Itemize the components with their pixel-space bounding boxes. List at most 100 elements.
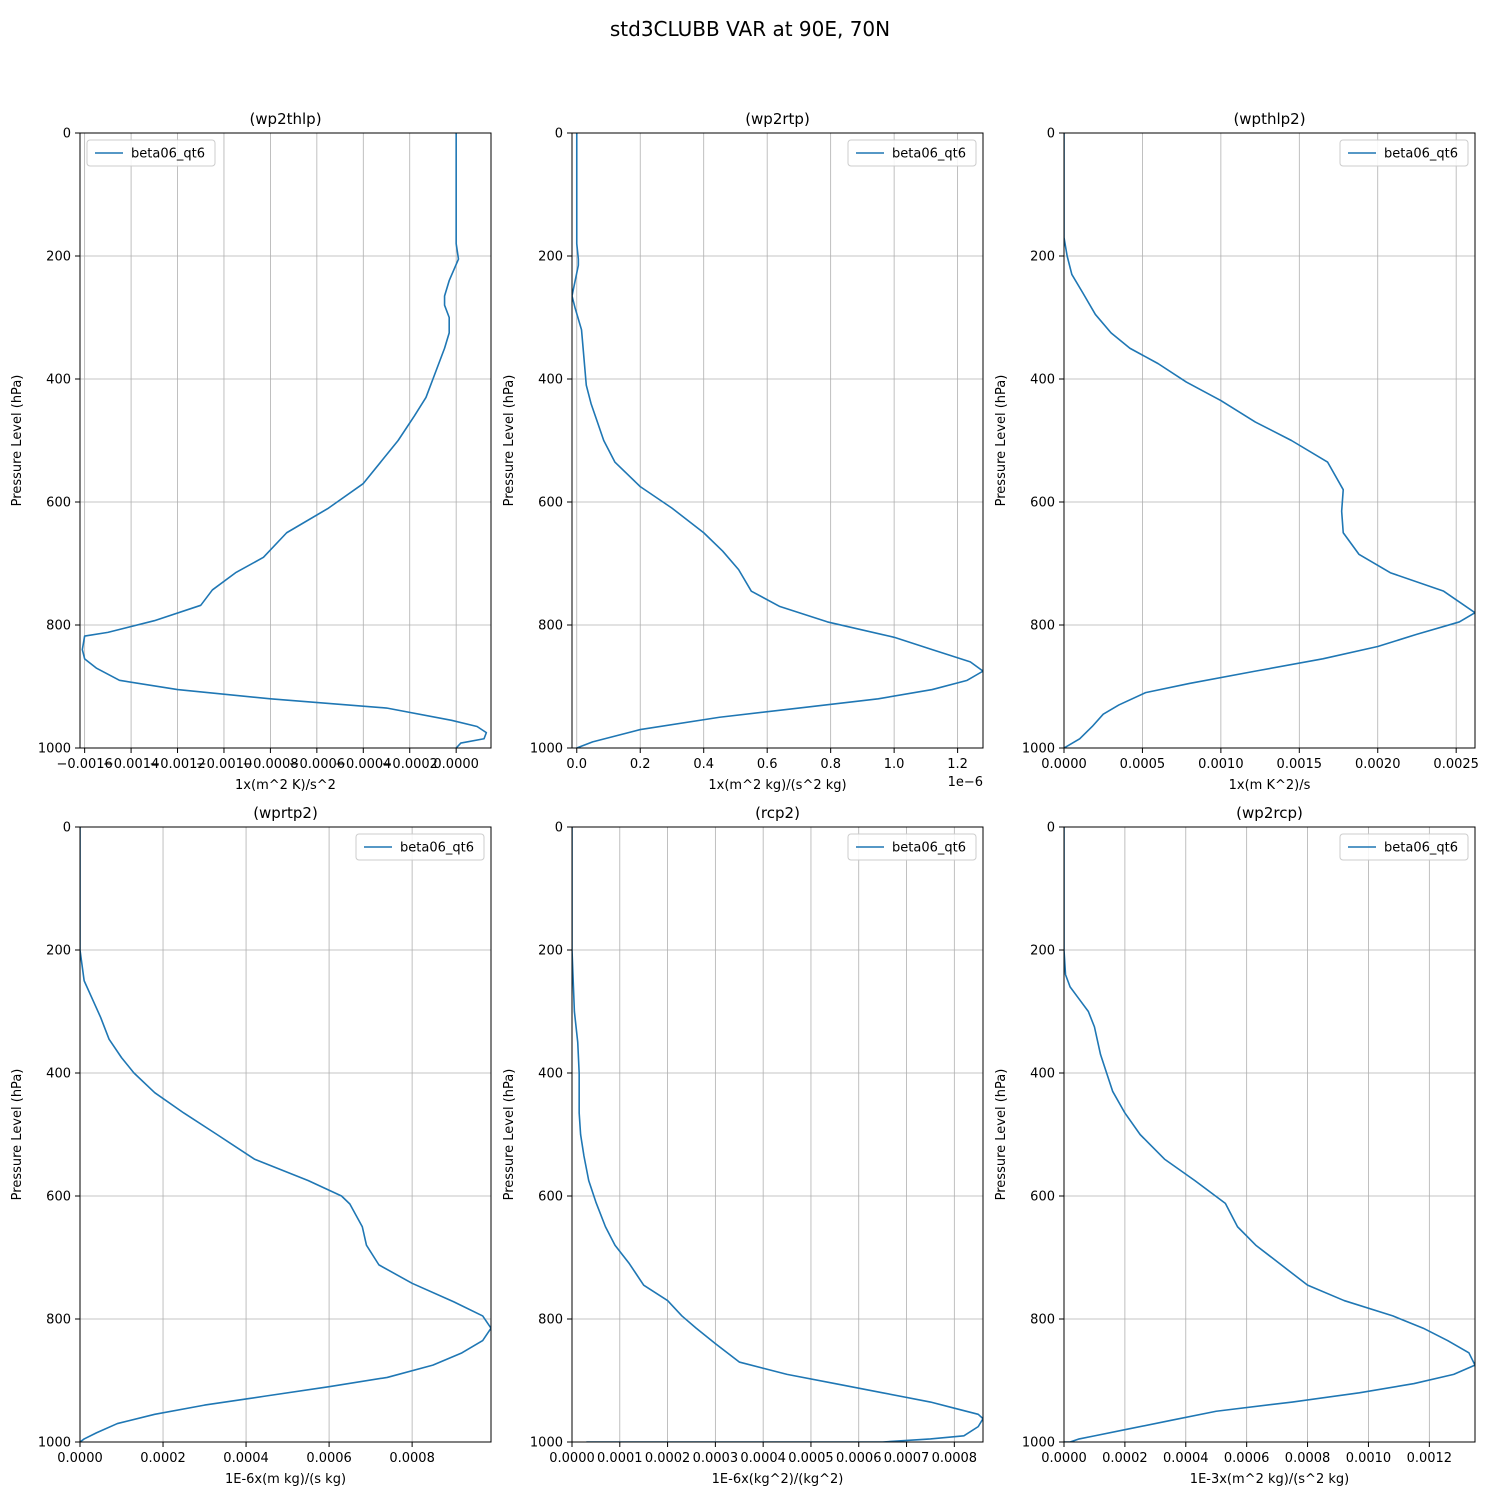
x-tick-label: 0.0004: [223, 1451, 269, 1466]
x-axis-label: 1E-6x(m kg)/(s kg): [225, 1472, 346, 1487]
y-tick-label: 1000: [38, 742, 71, 757]
x-offset-text: 1e−6: [948, 775, 983, 790]
x-tick-label: 0.0002: [140, 1451, 186, 1466]
y-tick-label: 0: [555, 821, 563, 836]
x-tick-label: 0.0005: [788, 1451, 834, 1466]
y-tick-label: 1000: [1022, 742, 1055, 757]
legend-label: beta06_qt6: [1384, 147, 1458, 162]
x-axis-label: 1E-3x(m^2 kg)/(s^2 kg): [1190, 1472, 1349, 1487]
y-tick-label: 600: [46, 1190, 71, 1205]
x-tick-label: 1.0: [884, 757, 905, 772]
series-line-beta06_qt6: [1064, 827, 1475, 1442]
y-tick-label: 400: [1030, 373, 1055, 388]
y-tick-label: 800: [46, 619, 71, 634]
y-tick-label: 0: [1047, 821, 1055, 836]
x-tick-label: −0.0012: [149, 757, 205, 772]
y-tick-label: 800: [538, 619, 563, 634]
legend: beta06_qt6: [86, 139, 216, 167]
y-tick-label: 200: [538, 944, 563, 959]
legend-label: beta06_qt6: [131, 147, 205, 162]
x-axis-label: 1E-6x(kg^2)/(kg^2): [712, 1472, 844, 1487]
y-tick-label: 1000: [1022, 1436, 1055, 1451]
legend-box: [1339, 833, 1469, 861]
subplot-grid: −0.0016−0.0014−0.0012−0.0010−0.0008−0.00…: [10, 110, 1479, 1487]
series-line-beta06_qt6: [81, 133, 488, 748]
y-tick-label: 800: [1030, 1313, 1055, 1328]
y-tick-label: 400: [46, 1067, 71, 1082]
x-tick-label: 0.0004: [740, 1451, 786, 1466]
x-tick-label: 0.0007: [884, 1451, 930, 1466]
x-tick-label: −0.0010: [196, 757, 252, 772]
x-tick-label: 0.4: [693, 757, 714, 772]
x-tick-label: 0.0: [566, 757, 587, 772]
y-axis-label: Pressure Level (hPa): [10, 1069, 25, 1201]
x-tick-label: 0.0001: [597, 1451, 643, 1466]
subplot-1: −0.0016−0.0014−0.0012−0.0010−0.0008−0.00…: [10, 110, 492, 793]
y-tick-label: 600: [538, 496, 563, 511]
subplot-title: (wp2thlp): [249, 110, 321, 128]
x-tick-label: 0.0010: [1346, 1451, 1392, 1466]
subplot-title: (wprtp2): [253, 804, 318, 822]
y-tick-label: 1000: [38, 1436, 71, 1451]
x-tick-label: 1.2: [947, 757, 968, 772]
y-tick-label: 400: [538, 1067, 563, 1082]
x-tick-label: −0.0014: [103, 757, 159, 772]
x-tick-label: 0.0025: [1433, 757, 1479, 772]
y-tick-label: 600: [1030, 1190, 1055, 1205]
y-tick-label: 1000: [530, 742, 563, 757]
subplot-4: 0.0000 0.0002 0.0004 0.0006 0.0008 0 200 400 600…: [10, 804, 492, 1487]
subplot-title: (wp2rtp): [745, 110, 810, 128]
series-line-beta06_qt6: [572, 133, 983, 748]
x-tick-label: 0.8: [820, 757, 841, 772]
y-axis-label: Pressure Level (hPa): [502, 1069, 517, 1201]
x-tick-label: 0.0015: [1277, 757, 1323, 772]
y-tick-label: 200: [46, 250, 71, 265]
subplot-3: 0.0000 0.0005 0.0010 0.0015 0.0020 0.0025 0 200…: [994, 110, 1479, 793]
y-axis-label: Pressure Level (hPa): [502, 375, 517, 507]
x-tick-label: −0.0006: [289, 757, 345, 772]
plot-frame: [1063, 132, 1476, 749]
x-tick-label: −0.0016: [56, 757, 112, 772]
x-tick-label: 0.6: [757, 757, 778, 772]
subplot-title: (wp2rcp): [1236, 804, 1303, 822]
legend: beta06_qt6: [1339, 139, 1469, 167]
subplot-2: 0.0 0.2 0.4 0.6 0.8 1.0 1.2 0 200 400 600 800 1000 1e…: [502, 110, 984, 793]
plot-frame: [571, 132, 984, 749]
y-tick-label: 0: [555, 127, 563, 142]
x-axis-label: 1x(m^2 K)/s^2: [235, 778, 336, 793]
y-axis-label: Pressure Level (hPa): [10, 375, 25, 507]
y-tick-label: 200: [1030, 944, 1055, 959]
y-tick-label: 0: [63, 821, 71, 836]
y-tick-label: 1000: [530, 1436, 563, 1451]
series-line-beta06_qt6: [572, 827, 983, 1442]
x-tick-label: −0.0008: [242, 757, 298, 772]
y-tick-label: 800: [538, 1313, 563, 1328]
subplot-5: 0.0000 0.0001 0.0002 0.0003 0.0004 0.0005 0.00…: [502, 804, 984, 1487]
y-tick-label: 200: [1030, 250, 1055, 265]
legend: beta06_qt6: [847, 833, 977, 861]
x-tick-label: 0.0000: [57, 1451, 103, 1466]
legend-box: [847, 139, 977, 167]
legend: beta06_qt6: [355, 833, 485, 861]
x-tick-label: 0.0006: [306, 1451, 352, 1466]
x-tick-label: −0.0002: [382, 757, 438, 772]
plot-frame: [1063, 826, 1476, 1443]
x-tick-label: 0.0008: [1285, 1451, 1331, 1466]
legend-box: [86, 139, 216, 167]
subplot-title: (wpthlp2): [1233, 110, 1305, 128]
x-tick-label: 0.0020: [1355, 757, 1401, 772]
x-tick-label: −0.0004: [335, 757, 391, 772]
figure-title: std3CLUBB VAR at 90E, 70N: [610, 17, 890, 41]
legend-label: beta06_qt6: [892, 147, 966, 162]
x-tick-label: 0.0002: [645, 1451, 691, 1466]
subplot-title: (rcp2): [755, 804, 800, 822]
legend-label: beta06_qt6: [1384, 841, 1458, 856]
x-tick-label: 0.0005: [1120, 757, 1166, 772]
y-tick-label: 400: [538, 373, 563, 388]
y-tick-label: 400: [46, 373, 71, 388]
x-tick-label: 0.2: [630, 757, 651, 772]
series-line-beta06_qt6: [1064, 133, 1475, 748]
y-tick-label: 200: [538, 250, 563, 265]
legend-label: beta06_qt6: [400, 841, 474, 856]
y-tick-label: 800: [46, 1313, 71, 1328]
